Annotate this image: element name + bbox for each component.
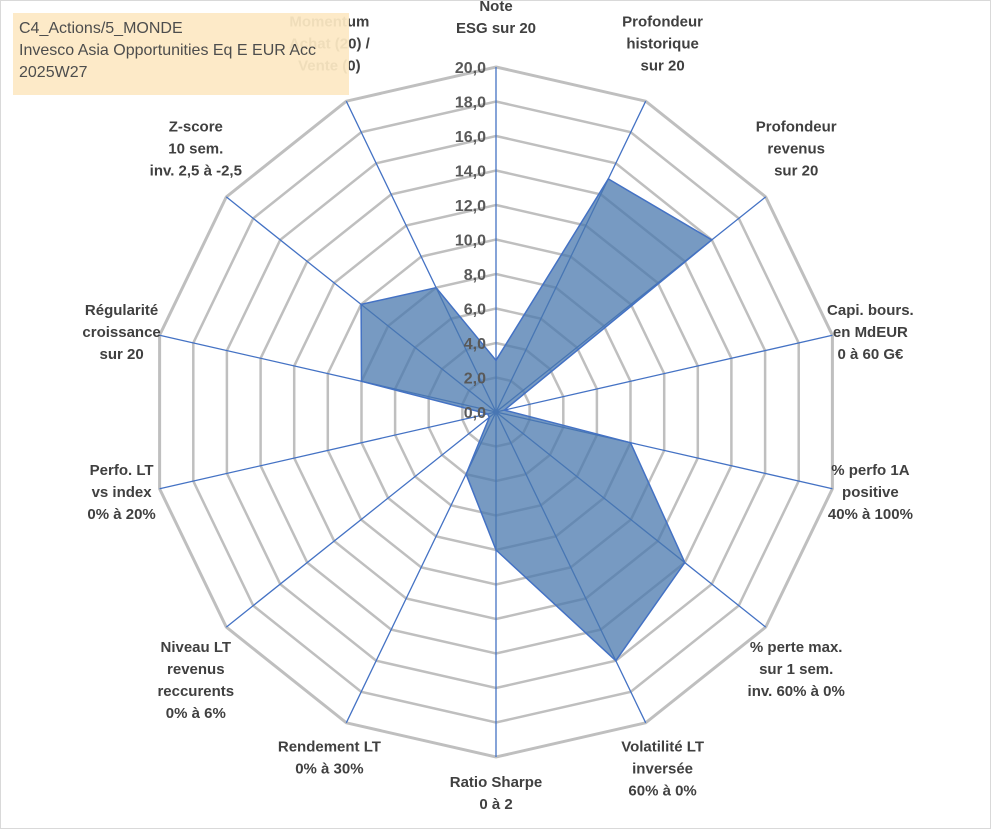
axis-label-line: sur 20	[99, 346, 143, 363]
axis-label-line: Z-score	[169, 119, 223, 136]
axis-label: Niveau LT revenus reccurents 0% à 6%	[157, 639, 234, 722]
axis-label-line: 0% à 30%	[295, 760, 363, 777]
axis-label-line: revenus	[767, 141, 825, 158]
axis-label-line: sur 1 sem.	[759, 661, 833, 678]
axis-label-line: Ratio Sharpe	[450, 774, 543, 791]
axis-label-line: 0 à 60 G€	[837, 346, 904, 363]
axis-label: % perfo 1A positive 40% à 100%	[828, 462, 913, 523]
axis-spoke	[495, 334, 833, 413]
tick-label: 8,0	[464, 267, 486, 284]
axis-label: Ratio Sharpe 0 à 2	[450, 774, 543, 813]
axis-label-line: Volatilité LT	[621, 738, 704, 755]
axis-spoke	[225, 411, 497, 628]
axis-label-line: inv. 2,5 à -2,5	[150, 163, 242, 180]
radar-series	[360, 177, 714, 662]
report-week: 2025W27	[19, 64, 88, 81]
axis-label-line: sur 20	[774, 163, 818, 180]
axis-labels: Note ESG sur 20 Profondeur historique sur 20…	[82, 1, 913, 813]
axis-label-line: sur 20	[640, 58, 684, 75]
tick-label: 6,0	[464, 302, 486, 319]
axis-label-line: % perfo 1A	[831, 462, 910, 479]
axis-label-line: croissance	[82, 324, 160, 341]
fund-category: C4_Actions/5_MONDE	[19, 20, 183, 37]
axis-label: Z-score 10 sem. inv. 2,5 à -2,5	[150, 119, 242, 180]
series-area	[360, 177, 714, 662]
axis-label-line: historique	[626, 36, 699, 53]
axis-label-line: inversée	[632, 760, 693, 777]
axis-label-line: 60% à 0%	[628, 782, 696, 799]
axis-label-line: vs index	[92, 484, 153, 501]
fund-info-box: C4_Actions/5_MONDE Invesco Asia Opportun…	[13, 13, 349, 95]
axis-label-line: Perfo. LT	[90, 462, 154, 479]
axis-label-line: Profondeur	[622, 14, 703, 31]
axis-label-line: Capi. bours.	[827, 302, 914, 319]
radial-tick-labels: 0,0 2,0 4,0 6,0 8,0 10,0 12,0 14,0 16,0 18,0 20,0	[455, 60, 486, 422]
axis-label: Régularité croissance sur 20	[82, 302, 160, 363]
axis-label: Profondeur historique sur 20	[622, 14, 703, 75]
axis-label-line: reccurents	[157, 683, 234, 700]
axis-label-line: % perte max.	[750, 639, 843, 656]
tick-label: 14,0	[455, 164, 486, 181]
axis-label-line: ESG sur 20	[456, 20, 536, 37]
axis-label-line: Profondeur	[756, 119, 837, 136]
tick-label: 2,0	[464, 371, 486, 388]
axis-label-line: 0% à 6%	[166, 705, 226, 722]
tick-label: 4,0	[464, 336, 486, 353]
axis-label-line: Régularité	[85, 302, 158, 319]
axis-label-line: en MdEUR	[833, 324, 908, 341]
fund-name: Invesco Asia Opportunities Eq E EUR Acc	[19, 42, 317, 59]
axis-label-line: 0 à 2	[479, 796, 512, 813]
axis-label-line: 0% à 20%	[87, 506, 155, 523]
axis-label: % perte max. sur 1 sem. inv. 60% à 0%	[748, 639, 845, 700]
tick-label: 0,0	[464, 405, 486, 422]
tick-label: 20,0	[455, 60, 486, 77]
tick-label: 12,0	[455, 198, 486, 215]
tick-label: 18,0	[455, 95, 486, 112]
axis-label: Perfo. LT vs index 0% à 20%	[87, 462, 155, 523]
axis-label-line: Note	[479, 1, 512, 15]
axis-label: Note ESG sur 20	[456, 1, 536, 37]
axis-label-line: positive	[842, 484, 899, 501]
tick-label: 10,0	[455, 233, 486, 250]
axis-label-line: 10 sem.	[168, 141, 223, 158]
axis-label-line: inv. 60% à 0%	[748, 683, 845, 700]
axis-spoke	[159, 411, 497, 490]
axis-label: Rendement LT 0% à 30%	[278, 738, 381, 777]
axis-label: Capi. bours. en MdEUR 0 à 60 G€	[827, 302, 914, 363]
axis-label: Volatilité LT inversée 60% à 0%	[621, 738, 704, 799]
tick-label: 16,0	[455, 129, 486, 146]
axis-label-line: 40% à 100%	[828, 506, 913, 523]
axis-label-line: Niveau LT	[161, 639, 232, 656]
axis-label-line: Rendement LT	[278, 738, 381, 755]
axis-label: Profondeur revenus sur 20	[756, 119, 837, 180]
axis-label-line: revenus	[167, 661, 225, 678]
